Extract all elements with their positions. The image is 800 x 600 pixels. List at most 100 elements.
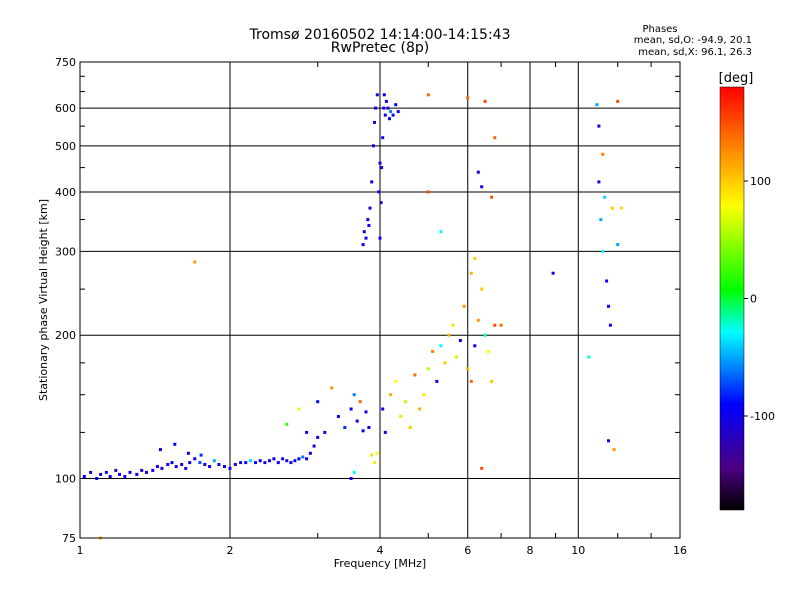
data-point — [379, 201, 383, 205]
data-point — [466, 96, 470, 100]
x-tick-label: 1 — [77, 544, 84, 557]
data-point — [483, 99, 487, 103]
data-point — [297, 407, 301, 411]
grid — [80, 62, 680, 538]
data-point — [293, 459, 297, 463]
data-point — [364, 236, 368, 240]
data-point — [382, 93, 386, 97]
data-point — [263, 461, 267, 465]
colorbar-ticks: 100 0 -100 — [744, 175, 775, 423]
data-point — [394, 103, 398, 107]
data-point — [408, 426, 412, 429]
data-point — [180, 463, 184, 466]
data-point — [135, 472, 139, 476]
data-point — [118, 472, 121, 476]
data-point — [605, 279, 609, 283]
data-point — [140, 468, 144, 472]
x-axis: 1 2 4 6 8 10 16 — [77, 62, 687, 557]
x-tick-label: 2 — [227, 544, 234, 557]
data-point — [158, 448, 162, 452]
data-point — [312, 444, 316, 448]
data-point — [383, 113, 387, 117]
data-point — [422, 393, 426, 397]
y-axis-label: Stationary phase Virtual Height [km] — [37, 199, 50, 401]
data-point — [373, 120, 376, 124]
data-point — [476, 170, 480, 174]
data-point — [375, 451, 379, 455]
data-point — [355, 419, 359, 423]
data-point — [330, 386, 334, 390]
data-point — [89, 470, 93, 474]
data-point — [612, 448, 616, 452]
data-point — [276, 461, 280, 465]
data-point — [374, 106, 378, 110]
x-tick-label: 10 — [571, 544, 585, 557]
data-point — [212, 459, 216, 463]
colorbar-tick-label: 100 — [750, 175, 771, 188]
phase-o-stats: mean, sd,O: -94.9, 20.1 — [634, 35, 752, 46]
data-point — [352, 470, 356, 474]
data-point — [551, 271, 555, 275]
data-point — [380, 166, 384, 170]
data-point — [239, 461, 243, 465]
data-point — [145, 470, 148, 474]
data-point — [349, 477, 353, 480]
y-tick-label: 300 — [55, 245, 76, 258]
data-point — [426, 190, 430, 194]
data-point — [435, 379, 439, 383]
data-point — [233, 463, 237, 466]
data-point — [343, 426, 347, 429]
data-point — [601, 249, 605, 253]
data-point — [193, 457, 197, 461]
x-tick-label: 8 — [527, 544, 534, 557]
data-point — [493, 323, 497, 327]
data-point — [418, 407, 421, 411]
data-point — [399, 415, 403, 418]
data-point — [473, 256, 477, 260]
data-point — [483, 333, 487, 337]
data-point — [193, 260, 197, 264]
data-point — [361, 243, 365, 247]
x-tick-label: 16 — [673, 544, 687, 557]
data-point — [217, 463, 221, 466]
data-point — [404, 400, 407, 404]
data-point — [249, 459, 253, 463]
data-point — [371, 144, 375, 148]
data-point — [186, 451, 190, 455]
data-point — [616, 99, 620, 103]
data-point — [352, 393, 356, 397]
data-point — [151, 468, 155, 472]
data-point — [381, 136, 385, 140]
data-point — [208, 465, 212, 468]
data-point — [364, 410, 368, 414]
data-point — [184, 466, 188, 470]
x-tick-label: 6 — [464, 544, 471, 557]
data-point — [413, 373, 417, 377]
data-point — [285, 459, 289, 463]
y-tick-label: 750 — [55, 56, 76, 69]
data-point — [443, 361, 447, 365]
chart-subtitle: RwPretec (8p) — [331, 40, 429, 56]
data-point — [480, 466, 484, 470]
phase-heading: Phases — [642, 24, 677, 35]
data-point — [228, 466, 232, 470]
data-point — [389, 393, 393, 397]
data-point — [316, 400, 320, 404]
data-point — [362, 230, 366, 234]
data-point — [368, 206, 372, 210]
data-point — [104, 470, 108, 474]
chart-title: Tromsø 20160502 14:14:00-14:15:43 — [249, 27, 511, 43]
data-point — [607, 439, 610, 443]
data-point — [155, 465, 159, 468]
data-point — [366, 218, 370, 222]
data-point — [616, 243, 620, 247]
data-point — [386, 106, 390, 110]
data-point — [599, 218, 603, 222]
data-point — [367, 224, 371, 227]
y-tick-label: 500 — [55, 140, 76, 153]
phase-x-stats: mean, sd,X: 96.1, 26.3 — [638, 47, 752, 58]
data-point — [382, 106, 386, 110]
colorbar-tick-label: -100 — [750, 410, 775, 423]
data-point — [597, 180, 601, 184]
y-tick-label: 400 — [55, 186, 76, 199]
